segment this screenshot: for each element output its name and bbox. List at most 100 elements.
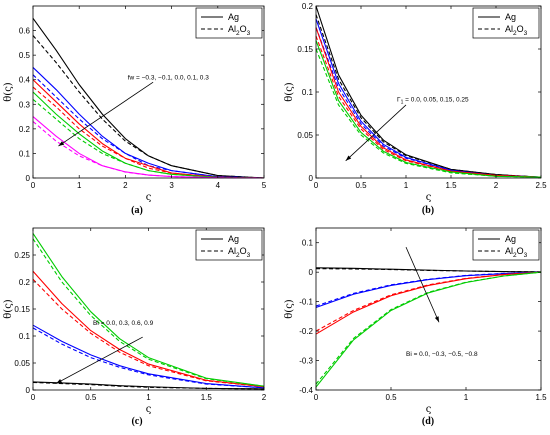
- x-tick-label: 0.5: [85, 393, 97, 402]
- series-line-al2o3-0: [32, 381, 265, 390]
- x-tick-label: 5: [262, 181, 267, 190]
- series-line-al2o3-1: [315, 271, 542, 307]
- x-tick-label: 3: [169, 181, 174, 190]
- annotation-arrow: [345, 104, 407, 162]
- x-tick-label: 2: [262, 393, 267, 402]
- x-tick-label: 1.5: [535, 393, 547, 402]
- y-tick-label: 0.2: [302, 2, 314, 11]
- legend-label-ag: Ag: [505, 234, 516, 244]
- annotation-label: Bi = 0.0, −0.3, −0.5, −0.8: [406, 351, 478, 358]
- y-tick-label: -0.1: [299, 298, 313, 307]
- chart-panel-a: 0 1 2 3 4 5 0 0.1 0.2 0.3 0.4 0.5 0.6 ς θ(ς) (a) Ag Al2O3…: [3, 5, 267, 216]
- x-tick-label: 0: [31, 181, 36, 190]
- series-line-al2o3-1: [32, 74, 265, 179]
- x-tick-label: 1: [404, 181, 409, 190]
- x-axis-label: ς: [146, 192, 152, 203]
- x-tick-label: 0.5: [355, 181, 367, 190]
- annotation-arrowhead: [56, 379, 63, 384]
- series-line-al2o3-2: [32, 86, 265, 179]
- y-tick-label: 0.05: [14, 359, 30, 368]
- x-axis-label: ς: [426, 404, 432, 415]
- legend-box: [472, 7, 540, 39]
- chart-panel-d: 0 0.5 1 1.5 -0.4 -0.3 -0.2 -0.1 0 0.1 ς θ(ς) (d) Ag Al…: [284, 227, 547, 427]
- series-line-al2o3-2: [315, 271, 542, 332]
- panel-caption: (c): [131, 416, 142, 427]
- annotation-label: fw = −0.3, −0.1, 0.0, 0.1, 0.3: [128, 75, 210, 82]
- series-line-ag-3: [32, 91, 265, 179]
- series-line-al2o3-0: [32, 35, 265, 179]
- y-tick-label: 0.05: [297, 131, 313, 140]
- y-tick-label: 0: [26, 174, 31, 183]
- y-tick-label: 0: [26, 386, 31, 395]
- x-tick-label: 1.5: [201, 393, 213, 402]
- y-axis-label: θ(ς): [284, 299, 295, 319]
- series-line-al2o3-0: [315, 14, 542, 178]
- y-axis-label: θ(ς): [3, 82, 14, 102]
- y-tick-label: 0.15: [14, 305, 30, 314]
- x-tick-label: 1: [77, 181, 82, 190]
- annotation-arrow: [405, 246, 440, 323]
- legend-label-al2o3: Al2O3: [228, 246, 251, 259]
- series-line-ag-1: [315, 271, 542, 309]
- legend-label-al2o3: Al2O3: [505, 246, 528, 259]
- y-tick-label: 0.1: [19, 149, 31, 158]
- y-tick-label: 0.2: [19, 125, 31, 134]
- x-tick-label: 1.5: [445, 181, 457, 190]
- y-tick-label: 0.15: [297, 45, 313, 54]
- y-tick-label: 0.4: [19, 76, 31, 85]
- y-axis-label: θ(ς): [3, 299, 14, 319]
- y-tick-label: 0.5: [19, 51, 31, 60]
- series-line-al2o3-3: [315, 271, 542, 385]
- y-tick-label: -0.4: [299, 386, 313, 395]
- panel-caption: (d): [422, 416, 434, 427]
- y-axis-label: θ(ς): [284, 82, 295, 102]
- legend-label-al2o3: Al2O3: [228, 24, 251, 37]
- y-tick-label: 0.3: [19, 100, 31, 109]
- legend-label-ag: Ag: [228, 12, 239, 22]
- legend: Ag Al2O3: [195, 229, 263, 261]
- x-axis-label: ς: [426, 192, 432, 203]
- legend: Ag Al2O3: [195, 7, 263, 39]
- series-line-al2o3-2: [315, 35, 542, 178]
- panel-caption: (b): [422, 205, 434, 216]
- y-tick-label: 0: [309, 268, 314, 277]
- x-tick-label: 2.5: [535, 181, 547, 190]
- legend-box: [195, 7, 263, 39]
- y-tick-label: 0.1: [302, 88, 314, 97]
- series-line-ag-0: [32, 17, 265, 179]
- series-line-al2o3-3: [32, 98, 265, 179]
- series-line-al2o3-4: [32, 121, 265, 179]
- annotation-arrow: [55, 336, 143, 384]
- series-line-al2o3-0: [315, 268, 542, 273]
- legend-box: [195, 229, 263, 261]
- x-tick-label: 1: [146, 393, 151, 402]
- annotation-label: Γ1 = 0.0, 0.05, 0.15, 0.25: [397, 96, 469, 105]
- y-tick-label: -0.2: [299, 327, 313, 336]
- y-tick-label: -0.3: [299, 357, 313, 366]
- annotation-arrowhead: [434, 316, 439, 323]
- y-tick-label: 0.2: [19, 278, 31, 287]
- legend-label-al2o3: Al2O3: [505, 24, 528, 37]
- annotation-arrow: [58, 81, 154, 147]
- series-line-ag-1: [32, 324, 265, 389]
- y-tick-label: 0.1: [19, 332, 31, 341]
- chart-panel-b: 0 0.5 1 1.5 2 2.5 0 0.05 0.1 0.15 0.2 ς θ(ς) (b) Ag Al2…: [284, 2, 547, 216]
- annotation-arrowhead: [58, 141, 65, 147]
- x-tick-label: 1: [464, 393, 469, 402]
- annotation-arrowhead: [345, 155, 352, 161]
- plot-frame: [315, 227, 542, 391]
- series-line-al2o3-1: [32, 327, 265, 389]
- series-line-al2o3-3: [315, 48, 542, 178]
- x-tick-label: 0: [314, 393, 319, 402]
- x-tick-label: 2: [494, 181, 499, 190]
- y-tick-label: 0.1: [302, 239, 314, 248]
- legend-label-ag: Ag: [228, 234, 239, 244]
- y-tick-label: 0.6: [19, 27, 31, 36]
- plot-frame: [32, 5, 265, 179]
- x-tick-label: 0: [314, 181, 319, 190]
- series-line-ag-3: [315, 271, 542, 388]
- series-line-al2o3-3: [32, 238, 265, 387]
- series-line-ag-2: [315, 271, 542, 335]
- series-line-ag-1: [32, 67, 265, 179]
